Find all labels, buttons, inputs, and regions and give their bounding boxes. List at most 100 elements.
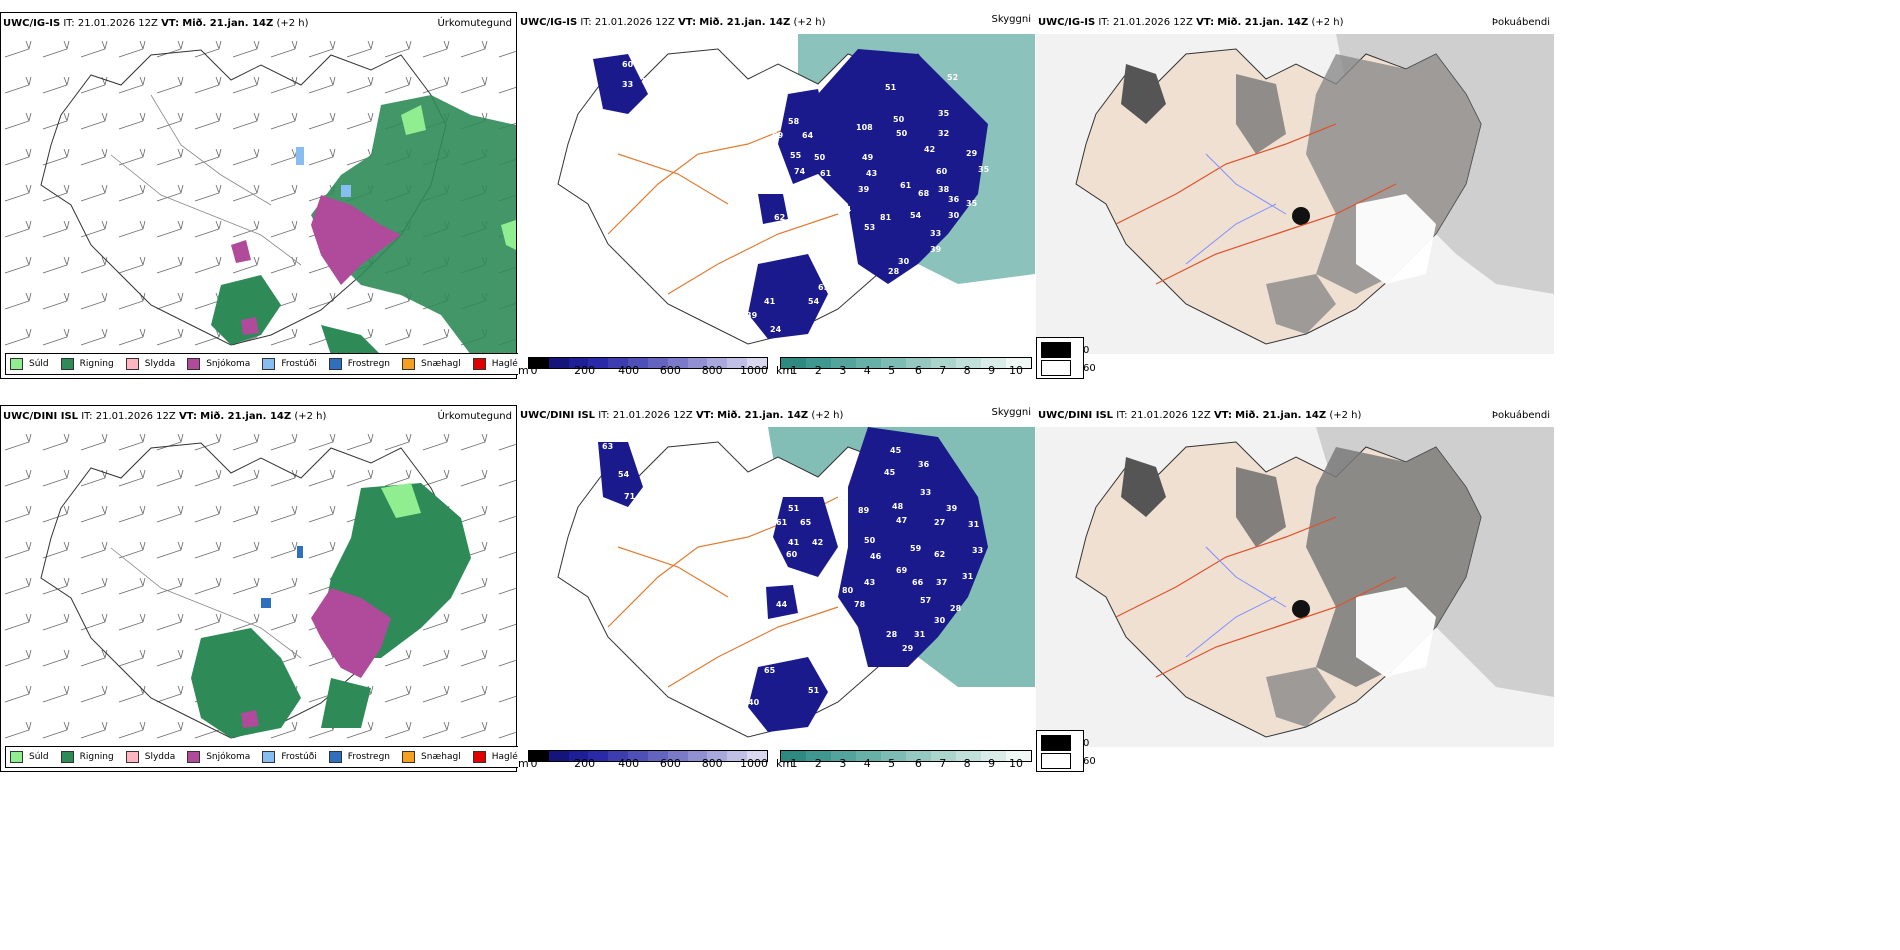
precip-type-map <box>1 35 516 355</box>
svg-text:81: 81 <box>880 213 892 222</box>
svg-text:24: 24 <box>770 325 782 334</box>
svg-text:43: 43 <box>864 578 875 587</box>
svg-text:65: 65 <box>818 283 830 292</box>
model-name: UWC/IG-IS <box>1038 17 1096 28</box>
lead-time: (+2 h) <box>793 17 826 28</box>
legend-item-rain: Rigning <box>60 751 114 763</box>
vt-value: Mið. 21.jan. 14Z <box>1235 410 1327 421</box>
legend-item-sleet: Slydda <box>125 751 175 763</box>
svg-text:94: 94 <box>630 123 642 132</box>
lead-time: (+2 h) <box>276 18 309 29</box>
svg-text:39: 39 <box>858 185 870 194</box>
svg-text:50: 50 <box>814 153 826 162</box>
vt-value: Mið. 21.jan. 14Z <box>717 410 809 421</box>
ceiling-value-labels: 63 54 71 51 65 61 41 60 42 45 36 45 33 8… <box>602 442 983 725</box>
svg-text:30: 30 <box>898 257 910 266</box>
svg-text:74: 74 <box>794 167 806 176</box>
legend-item-hail: Haglél <box>472 751 520 763</box>
svg-text:139: 139 <box>804 199 821 208</box>
svg-text:44: 44 <box>776 600 788 609</box>
svg-text:50: 50 <box>896 129 908 138</box>
panel-title: Skyggni <box>991 407 1031 418</box>
vt-value: Mið. 21.jan. 14Z <box>699 17 791 28</box>
svg-text:31: 31 <box>962 572 974 581</box>
svg-text:52: 52 <box>947 73 958 82</box>
svg-text:54: 54 <box>808 297 820 306</box>
it-value: 21.01.2026 12Z <box>612 410 693 421</box>
lead-time: (+2 h) <box>1311 17 1344 28</box>
svg-text:40: 40 <box>740 686 752 695</box>
svg-text:29: 29 <box>966 149 978 158</box>
panel-title: Úrkomutegund <box>437 18 512 29</box>
svg-text:46: 46 <box>870 552 882 561</box>
legend-item-freezing-drizzle: Frostúði <box>262 751 317 763</box>
lead-time: (+2 h) <box>1329 410 1362 421</box>
svg-text:66: 66 <box>652 107 664 116</box>
svg-text:108: 108 <box>856 123 873 132</box>
svg-text:41: 41 <box>764 297 776 306</box>
fog-legend-item-max: 60 <box>1041 360 1096 376</box>
precip-type-map <box>1 428 516 748</box>
legend-item-freezing-rain: Frostregn <box>328 751 390 763</box>
svg-text:55: 55 <box>790 151 802 160</box>
svg-text:69: 69 <box>896 566 908 575</box>
lead-time: (+2 h) <box>811 410 844 421</box>
vt-label: VT: <box>678 17 697 28</box>
svg-text:30: 30 <box>934 616 946 625</box>
it-value: 21.01.2026 12Z <box>77 18 158 29</box>
svg-text:61: 61 <box>776 518 788 527</box>
legend-item-drizzle: Súld <box>10 751 49 763</box>
svg-text:60: 60 <box>786 550 798 559</box>
model-name: UWC/DINI ISL <box>3 411 79 422</box>
svg-text:50: 50 <box>893 115 905 124</box>
svg-text:57: 57 <box>920 596 931 605</box>
svg-text:60: 60 <box>622 60 634 69</box>
svg-text:28: 28 <box>886 630 898 639</box>
vt-value: Mið. 21.jan. 14Z <box>182 18 274 29</box>
svg-text:60: 60 <box>936 167 948 176</box>
svg-text:64: 64 <box>802 131 814 140</box>
svg-text:53: 53 <box>864 223 875 232</box>
vt-value: Mið. 21.jan. 14Z <box>200 411 292 422</box>
svg-text:74: 74 <box>840 205 852 214</box>
panel-header: UWC/IG-IS IT: 21.01.2026 12Z VT: Mið. 21… <box>520 17 826 28</box>
ceiling-visibility-map: 63 54 71 51 65 61 41 60 42 45 36 45 33 8… <box>557 427 1035 738</box>
lead-time: (+2 h) <box>294 411 327 422</box>
fog-legend-item-max: 60 <box>1041 753 1096 769</box>
vt-label: VT: <box>161 18 180 29</box>
svg-text:25: 25 <box>874 670 886 679</box>
panel-title: Þokuábendi <box>1491 17 1550 28</box>
legend-item-rain: Rigning <box>60 358 114 370</box>
legend-item-sleet: Slydda <box>125 358 175 370</box>
svg-text:42: 42 <box>924 145 935 154</box>
fog-indicator-map <box>1036 34 1554 354</box>
it-label: IT: <box>598 410 610 421</box>
svg-text:32: 32 <box>938 129 949 138</box>
panel-header: UWC/IG-IS IT: 21.01.2026 12Z VT: Mið. 21… <box>3 18 309 29</box>
panel-header: UWC/DINI ISL IT: 21.01.2026 12Z VT: Mið.… <box>520 410 843 421</box>
svg-text:33: 33 <box>920 488 931 497</box>
svg-text:38: 38 <box>938 185 950 194</box>
panel-title: Þokuábendi <box>1491 410 1550 421</box>
svg-text:51: 51 <box>642 77 654 86</box>
vt-label: VT: <box>1196 17 1215 28</box>
svg-text:36: 36 <box>948 195 960 204</box>
it-value: 21.01.2026 12Z <box>594 17 675 28</box>
legend-item-snow: Snjókoma <box>187 358 250 370</box>
it-label: IT: <box>1116 410 1128 421</box>
svg-text:31: 31 <box>968 520 980 529</box>
svg-text:35: 35 <box>966 199 978 208</box>
vt-label: VT: <box>1213 410 1232 421</box>
svg-text:36: 36 <box>918 460 930 469</box>
svg-text:51: 51 <box>788 504 800 513</box>
svg-text:65: 65 <box>764 666 776 675</box>
svg-text:72: 72 <box>746 327 757 336</box>
svg-text:49: 49 <box>862 153 874 162</box>
svg-text:40: 40 <box>748 698 760 707</box>
svg-text:33: 33 <box>972 546 983 555</box>
svg-text:51: 51 <box>885 83 897 92</box>
svg-text:39: 39 <box>746 311 758 320</box>
fog-indicator-panel-row1: UWC/IG-IS IT: 21.01.2026 12Z VT: Mið. 21… <box>1036 12 1554 379</box>
ceiling-unit: m <box>518 757 529 770</box>
ceiling-colorbar <box>528 750 768 762</box>
